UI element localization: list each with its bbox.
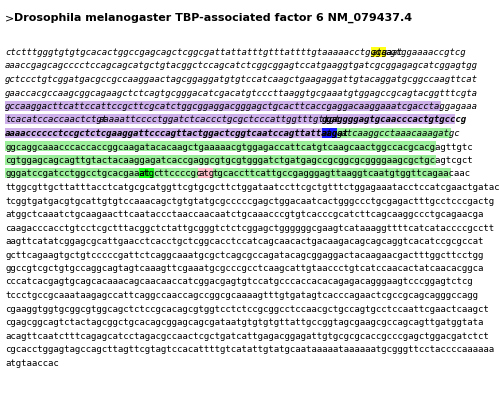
Text: aaaacccccctccgctctcgaaggattcccagttactggactcggtcaatccagttattaagat: aaaacccccctccgctctcgaaggattcccagttactgga… <box>5 129 349 138</box>
Bar <box>336 128 450 138</box>
Bar <box>5 155 436 165</box>
Text: atgtaaccac: atgtaaccac <box>5 358 59 367</box>
Text: ggccgtcgctgtgccaggcagtagtcaaagttcgaaatgcgcccgcctcaagcattgtaaccctgtcatccaacactatc: ggccgtcgctgtgccaggcagtagtcaaagttcgaaatgc… <box>5 264 484 273</box>
Bar <box>5 169 138 178</box>
Bar <box>213 169 450 178</box>
Text: atg: atg <box>138 169 155 178</box>
Text: caagacccacctgtcctcgctttacggctctattgcgggtctctcggagctggggggcgaagtcataaaggttttcatca: caagacccacctgtcctcgctttacggctctattgcgggt… <box>5 224 494 233</box>
Text: gaaccacgccaagcggcagaagctctcagtgcgggacatcgacatgtcccttaaggtgcgaaatgtggagccgcagtacg: gaaccacgccaagcggcagaagctctcagtgcgggacatc… <box>5 88 478 97</box>
Text: aaaccgagcagcccctccagcagcatgctgtacggctccagcatctcggcggagtccatgaaggtgatcgcggagagcat: aaaccgagcagcccctccagcagcatgctgtacggctcca… <box>5 62 478 71</box>
Bar <box>322 115 456 125</box>
Text: cttccccgc: cttccccgc <box>154 169 202 178</box>
Text: atg: atg <box>372 48 388 57</box>
Text: gcttcagaagtgctgtcccccgattctcaggcaaatgcgctcagcgccagatacagcggaggactacaagaacgactttg: gcttcagaagtgctgtcccccgattctcaggcaaatgcgc… <box>5 250 484 259</box>
Bar <box>99 115 322 125</box>
Text: ggcaggcaaacccaccaccggcaagatacacaagctgaaaaacgtggagaccattcatgtcaagcaactggccacgcacg: ggcaggcaaacccaccaccggcaagatacacaagctgaaa… <box>5 143 472 152</box>
Text: agtggaaaaccgtcg: agtggaaaaccgtcg <box>386 48 467 57</box>
Text: Drosophila melanogaster TBP-associated factor 6 NM_079437.4: Drosophila melanogaster TBP-associated f… <box>14 13 412 23</box>
Text: cgcacctggagtagccagcttagttcgtagtccacattttgtcatattgtatgcaataaaaataaaaaatgcgggttcct: cgcacctggagtagccagcttagttcgtagtccacatttt… <box>5 345 494 354</box>
Text: cgagcggcagtctactagcggctgcacagcggagcagcgataatgtgtgtgttattgccggtagcgaagcgccagcagtt: cgagcggcagtctactagcggctgcacagcggagcagcga… <box>5 318 484 327</box>
Text: cgaaggtggtgcggcgtggcagctctccgcacagcgtggtcctctccgcggcctccaacgctgccagtgcctccaattcg: cgaaggtggtgcggcgtggcagctctccgcacagcgtggt… <box>5 305 489 314</box>
Bar <box>5 101 440 111</box>
Text: gatcaaggcctaaacaaagatgc: gatcaaggcctaaacaaagatgc <box>336 129 460 138</box>
Text: tgcaccttcattgccgagggagttaaggtcaatgtggttcagaacaac: tgcaccttcattgccgagggagttaaggtcaatgtggttc… <box>213 169 471 178</box>
Text: tccctgccgcaaataagagccattcaggccaaccagccggcgcaaaagtttgtgatagtcacccagaactcgccgcagca: tccctgccgcaaataagagccattcaggccaaccagccgg… <box>5 291 478 300</box>
Bar <box>5 128 322 138</box>
Bar <box>5 115 99 125</box>
Text: aaaaattcccctggatctcaccctgcgctcccattggtttgttgt: aaaaattcccctggatctcaccctgcgctcccattggttt… <box>99 115 341 125</box>
Bar <box>198 169 213 178</box>
Bar <box>138 169 154 178</box>
Text: cgtggagcagcagttgtactacaaggagatcaccgaggcgtgcgtgggatctgatgagccgcggcgcggggaagcgctgc: cgtggagcagcagttgtactacaaggagatcaccgaggcg… <box>5 156 472 165</box>
Text: ttggcgttgcttatttacctcatgcgcatggttcgtgcgcttctggataatccttcgctgtttctggagaaatacctcca: ttggcgttgcttatttacctcatgcgcatggttcgtgcgc… <box>5 183 500 192</box>
Text: gggatccgatcctggcctgcacgaaat: gggatccgatcctggcctgcacgaaat <box>5 169 150 178</box>
Text: ctctttgggtgtgtgcacactggccgagcagctcggcgattattatttgtttattttgtaaaaacctgggaaat: ctctttgggtgtgtgcacactggccgagcagctcggcgat… <box>5 48 403 57</box>
Text: >: > <box>5 13 14 23</box>
Text: ggaggggagtgcaacccactgtgcccg: ggaggggagtgcaacccactgtgcccg <box>322 115 467 125</box>
Text: acagttcaatctttcagagcatcctagacgccaactcgctgatcattgagacggagattgtgcgcgcaccgcccgagctg: acagttcaatctttcagagcatcctagacgccaactcgct… <box>5 332 489 340</box>
Text: tcacatccaccaactctgt: tcacatccaccaactctgt <box>5 115 107 125</box>
Text: gccaaggacttcattccattccgcttcgcatctggcggaggacgggagctgcacttcaccgaggacaaggaaatcgacct: gccaaggacttcattccattccgcttcgcatctggcggag… <box>5 102 478 111</box>
Text: aagttcatatcggagcgcattgaacctcacctgctcggcacctccatcagcaacactgacaagacagcagcaggtcacat: aagttcatatcggagcgcattgaacctcacctgctcggca… <box>5 237 484 246</box>
Bar <box>372 47 386 57</box>
Bar <box>322 128 336 138</box>
Text: tcggtgatgacgtgcattgtgtccaaacagctgtgtatgcgcccccgagctggacaatcactgggccctgcgagactttg: tcggtgatgacgtgcattgtgtccaaacagctgtgtatgc… <box>5 196 494 206</box>
Text: atggctcaaatctgcaagaacttcaataccctaaccaacaatctgcaaacccgtgtcacccgcatcttcagcaaggccct: atggctcaaatctgcaagaacttcaataccctaaccaaca… <box>5 210 484 219</box>
Text: atg: atg <box>198 169 214 178</box>
Text: cccatcacgagtgcagcacaaacagcaacaaccatcggacgagtgtccatgcccaccacacagagacagggaagtcccgg: cccatcacgagtgcagcacaaacagcaacaaccatcggac… <box>5 277 472 286</box>
Text: atg: atg <box>322 129 338 138</box>
Text: gctccctgtcggatgacgccgccaaggaactagcggaggatgtgtccatcaagctgaagaggattgtacaggatgcggcc: gctccctgtcggatgacgccgccaaggaactagcggagga… <box>5 75 478 84</box>
Bar <box>5 141 436 152</box>
Bar <box>154 169 198 178</box>
